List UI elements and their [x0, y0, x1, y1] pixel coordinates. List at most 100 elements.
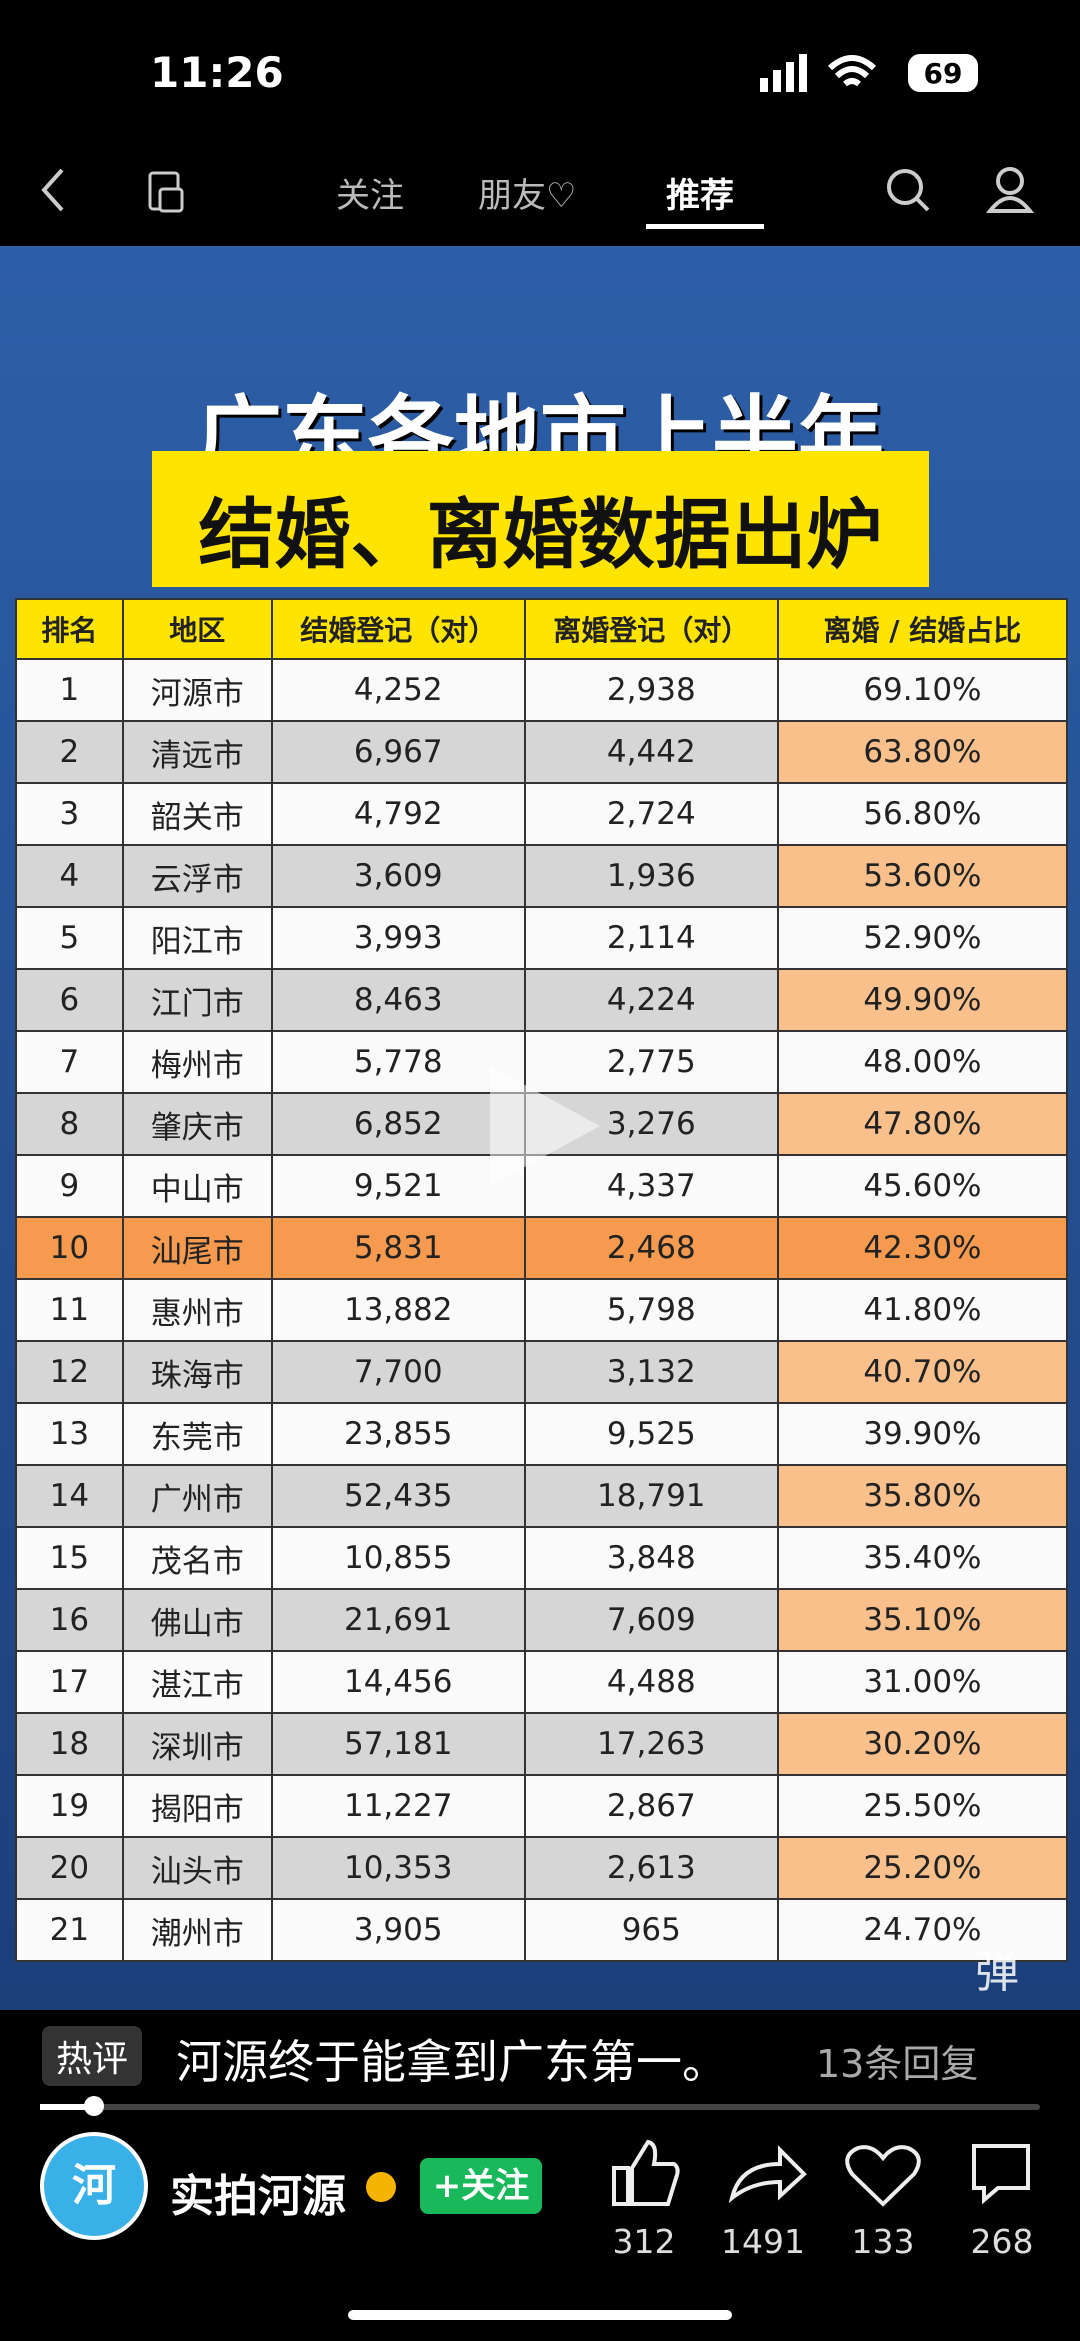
table-cell: 河源市: [121, 658, 273, 722]
header-cell: 结婚登记（对）: [270, 598, 526, 660]
table-cell: 52,435: [270, 1464, 526, 1528]
table-cell: 18,791: [523, 1464, 779, 1528]
table-row: 12 珠海市 7,700 3,132 40.70%: [15, 1340, 1069, 1404]
table-cell: 8,463: [270, 968, 526, 1032]
author-name[interactable]: 实拍河源: [170, 2171, 346, 2222]
home-indicator: [348, 2310, 732, 2320]
table-cell: 48.00%: [776, 1030, 1069, 1094]
table-cell: 4,792: [270, 782, 526, 846]
favorite-count: 133: [851, 2222, 915, 2261]
table-cell: 965: [523, 1898, 779, 1962]
table-cell: 3,848: [523, 1526, 779, 1590]
table-cell: 9,525: [523, 1402, 779, 1466]
table-cell: 潮州市: [121, 1898, 273, 1962]
table-cell: 21,691: [270, 1588, 526, 1652]
header-cell: 排名: [15, 598, 124, 660]
follow-button[interactable]: +关注: [420, 2158, 542, 2214]
table-cell: 7: [15, 1030, 124, 1094]
table-row: 17 湛江市 14,456 4,488 31.00%: [15, 1650, 1069, 1714]
table-cell: 汕尾市: [121, 1216, 273, 1280]
table-row: 18 深圳市 57,181 17,263 30.20%: [15, 1712, 1069, 1776]
avatar[interactable]: 河: [40, 2132, 148, 2240]
table-cell: 2,613: [523, 1836, 779, 1900]
table-cell: 19: [15, 1774, 124, 1838]
table-row: 2 清远市 6,967 4,442 63.80%: [15, 720, 1069, 784]
table-cell: 63.80%: [776, 720, 1069, 784]
table-cell: 2,724: [523, 782, 779, 846]
table-row: 20 汕头市 10,353 2,613 25.20%: [15, 1836, 1069, 1900]
table-row: 8 肇庆市 6,852 3,276 47.80%: [15, 1092, 1069, 1156]
table-cell: 2,114: [523, 906, 779, 970]
table-cell: 4,224: [523, 968, 779, 1032]
table-cell: 25.20%: [776, 1836, 1069, 1900]
table-cell: 9,521: [270, 1154, 526, 1218]
danmaku-icon[interactable]: 弹: [975, 1947, 1019, 1998]
tab-active[interactable]: 推荐: [666, 176, 734, 216]
table-row: 9 中山市 9,521 4,337 45.60%: [15, 1154, 1069, 1218]
table-cell: 18: [15, 1712, 124, 1776]
table-cell: 5,778: [270, 1030, 526, 1094]
table-cell: 5,831: [270, 1216, 526, 1280]
table-cell: 肇庆市: [121, 1092, 273, 1156]
comment-tag: 热评: [42, 2026, 143, 2086]
table-cell: 42.30%: [776, 1216, 1069, 1280]
table-cell: 惠州市: [121, 1278, 273, 1342]
table-cell: 东莞市: [121, 1402, 273, 1466]
table-row: 1 河源市 4,252 2,938 69.10%: [15, 658, 1069, 722]
table-cell: 清远市: [121, 720, 273, 784]
table-row: 16 佛山市 21,691 7,609 35.10%: [15, 1588, 1069, 1652]
table-row: 4 云浮市 3,609 1,936 53.60%: [15, 844, 1069, 908]
nav-right-icons[interactable]: [880, 165, 1050, 215]
comment-count: 268: [970, 2222, 1034, 2261]
table-cell: 6: [15, 968, 124, 1032]
table-cell: 41.80%: [776, 1278, 1069, 1342]
table-cell: 珠海市: [121, 1340, 273, 1404]
table-cell: 30.20%: [776, 1712, 1069, 1776]
progress-thumb[interactable]: [84, 2096, 104, 2116]
table-cell: 2,867: [523, 1774, 779, 1838]
table-cell: 2: [15, 720, 124, 784]
table-cell: 7,700: [270, 1340, 526, 1404]
table-cell: 56.80%: [776, 782, 1069, 846]
comment-text[interactable]: 河源终于能拿到广东第一。: [176, 2035, 728, 2089]
table-cell: 35.80%: [776, 1464, 1069, 1528]
table-cell: 53.60%: [776, 844, 1069, 908]
table-cell: 13: [15, 1402, 124, 1466]
table-cell: 2,468: [523, 1216, 779, 1280]
table-cell: 6,852: [270, 1092, 526, 1156]
table-cell: 1,936: [523, 844, 779, 908]
table-cell: 4,488: [523, 1650, 779, 1714]
table-cell: 20: [15, 1836, 124, 1900]
header-cell: 离婚登记（对）: [523, 598, 779, 660]
table-cell: 6,967: [270, 720, 526, 784]
table-cell: 云浮市: [121, 844, 273, 908]
table-row: 5 阳江市 3,993 2,114 52.90%: [15, 906, 1069, 970]
header-cell: 地区: [121, 598, 273, 660]
table-cell: 17,263: [523, 1712, 779, 1776]
table-cell: 9: [15, 1154, 124, 1218]
comment-replies[interactable]: 13条回复: [816, 2042, 979, 2086]
table-row: 6 江门市 8,463 4,224 49.90%: [15, 968, 1069, 1032]
table-cell: 57,181: [270, 1712, 526, 1776]
table-cell: 10: [15, 1216, 124, 1280]
table-row: 10 汕尾市 5,831 2,468 42.30%: [15, 1216, 1069, 1280]
tab[interactable]: 关注: [336, 176, 404, 216]
action-icons[interactable]: [600, 2134, 1060, 2214]
tab[interactable]: 朋友♡: [478, 176, 577, 216]
table-cell: 12: [15, 1340, 124, 1404]
table-cell: 中山市: [121, 1154, 273, 1218]
share-count: 1491: [721, 2222, 805, 2261]
table-cell: 15: [15, 1526, 124, 1590]
table-cell: 汕头市: [121, 1836, 273, 1900]
table-cell: 17: [15, 1650, 124, 1714]
table-cell: 2,775: [523, 1030, 779, 1094]
table-cell: 45.60%: [776, 1154, 1069, 1218]
nav-icons[interactable]: [36, 165, 196, 215]
table-cell: 11,227: [270, 1774, 526, 1838]
table-row: 3 韶关市 4,792 2,724 56.80%: [15, 782, 1069, 846]
table-cell: 3,905: [270, 1898, 526, 1962]
progress-bar[interactable]: [40, 2104, 1040, 2110]
header-cell: 离婚 / 结婚占比: [776, 598, 1069, 660]
like-count: 312: [612, 2222, 676, 2261]
play-icon[interactable]: [480, 1056, 610, 1196]
